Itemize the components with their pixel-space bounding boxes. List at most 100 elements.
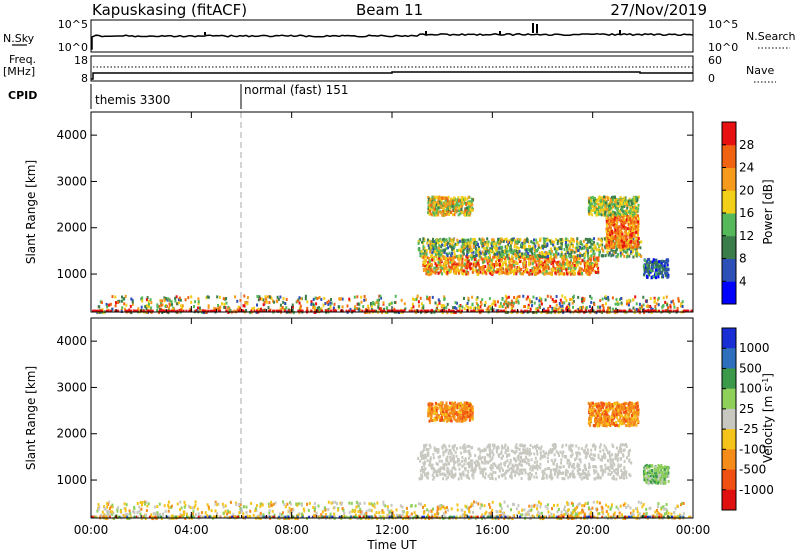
data-point bbox=[549, 239, 552, 243]
data-point bbox=[581, 508, 584, 512]
data-point bbox=[650, 515, 653, 519]
data-point bbox=[626, 302, 628, 306]
data-point bbox=[467, 296, 470, 300]
data-point bbox=[616, 234, 619, 238]
data-point bbox=[583, 261, 586, 265]
data-point bbox=[515, 249, 518, 253]
data-point bbox=[170, 303, 173, 307]
data-point bbox=[552, 300, 555, 304]
data-point bbox=[604, 295, 607, 299]
data-point bbox=[441, 238, 444, 242]
data-point bbox=[492, 299, 495, 303]
data-point bbox=[597, 270, 600, 274]
data-point bbox=[630, 208, 633, 211]
freq-tick-top: 18 bbox=[74, 54, 88, 67]
data-point bbox=[442, 202, 445, 206]
data-point bbox=[167, 509, 170, 513]
data-point bbox=[433, 513, 436, 516]
data-point bbox=[574, 246, 577, 250]
data-point bbox=[610, 254, 613, 258]
data-point bbox=[445, 261, 448, 265]
data-point bbox=[585, 263, 588, 267]
data-point bbox=[516, 255, 519, 258]
data-point bbox=[563, 301, 566, 305]
data-point bbox=[649, 260, 652, 264]
data-point bbox=[174, 299, 177, 303]
data-point bbox=[589, 508, 592, 512]
data-point bbox=[531, 262, 534, 266]
data-point bbox=[455, 203, 458, 207]
data-point bbox=[437, 204, 440, 208]
data-point bbox=[639, 246, 642, 250]
data-point bbox=[383, 309, 386, 312]
data-point bbox=[428, 259, 431, 263]
data-point bbox=[585, 309, 587, 312]
data-point bbox=[168, 299, 171, 302]
data-point bbox=[604, 254, 607, 258]
data-point bbox=[207, 505, 210, 509]
data-point bbox=[662, 268, 665, 272]
data-point bbox=[490, 307, 492, 311]
data-point bbox=[627, 245, 630, 249]
data-point bbox=[636, 245, 639, 249]
data-point bbox=[537, 510, 540, 514]
data-point bbox=[664, 262, 667, 266]
data-point bbox=[249, 311, 252, 315]
data-point bbox=[438, 263, 440, 267]
data-point bbox=[600, 254, 603, 258]
data-point bbox=[574, 267, 577, 271]
power-x-ticks bbox=[90, 112, 694, 312]
data-point bbox=[538, 268, 541, 271]
data-point bbox=[587, 240, 590, 244]
data-point bbox=[478, 266, 481, 269]
data-point bbox=[597, 255, 600, 259]
data-point bbox=[417, 502, 420, 506]
data-point bbox=[618, 237, 621, 241]
data-point bbox=[597, 266, 600, 270]
data-point bbox=[312, 303, 315, 307]
data-point bbox=[476, 261, 479, 265]
data-point bbox=[508, 271, 510, 275]
data-point bbox=[435, 309, 438, 312]
data-point bbox=[660, 266, 663, 270]
data-point bbox=[484, 241, 487, 244]
data-point bbox=[451, 247, 454, 251]
data-point bbox=[510, 299, 513, 303]
y-tick-label: 3000 bbox=[56, 174, 87, 188]
data-point bbox=[658, 309, 660, 312]
data-point bbox=[497, 242, 500, 246]
data-point bbox=[610, 219, 612, 223]
data-point bbox=[573, 239, 575, 243]
data-point bbox=[606, 244, 608, 248]
sky-tick-top: 10^5 bbox=[58, 18, 88, 31]
data-point bbox=[616, 214, 619, 218]
data-point bbox=[578, 272, 581, 276]
data-point bbox=[485, 308, 488, 312]
data-point bbox=[549, 295, 552, 299]
data-point bbox=[560, 238, 563, 242]
data-point bbox=[635, 307, 638, 311]
data-point bbox=[543, 267, 545, 271]
data-point bbox=[242, 304, 245, 308]
data-point bbox=[637, 195, 640, 199]
data-point bbox=[199, 309, 202, 313]
data-point bbox=[512, 502, 514, 506]
data-point bbox=[369, 302, 372, 305]
data-point bbox=[480, 302, 483, 306]
data-point bbox=[106, 505, 109, 509]
data-point bbox=[145, 500, 148, 504]
data-point bbox=[256, 309, 258, 312]
data-point bbox=[449, 260, 452, 264]
data-point bbox=[227, 307, 230, 311]
data-point bbox=[482, 271, 485, 275]
data-point bbox=[553, 259, 556, 263]
data-point bbox=[496, 268, 498, 272]
data-point bbox=[636, 240, 639, 244]
data-point bbox=[253, 309, 256, 312]
station-title: Kapuskasing (fitACF) bbox=[92, 1, 247, 19]
data-point bbox=[576, 309, 579, 313]
data-point bbox=[586, 272, 589, 276]
data-point bbox=[598, 195, 601, 199]
data-point bbox=[513, 309, 516, 312]
data-point bbox=[637, 214, 639, 218]
